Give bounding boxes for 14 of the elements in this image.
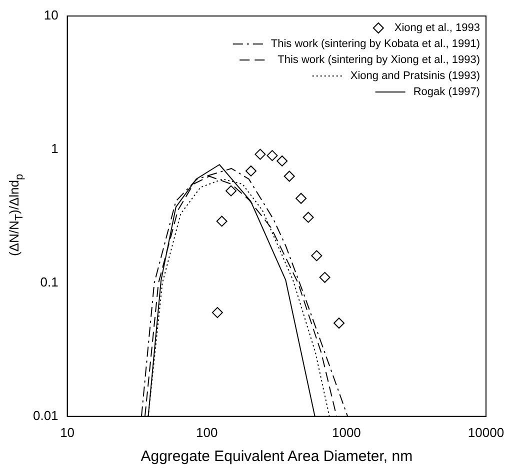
x-tick-label: 100 — [196, 424, 218, 440]
legend-label: Xiong et al., 1993 — [394, 22, 480, 34]
legend-label: This work (sintering by Xiong et al., 1993) — [278, 54, 480, 66]
x-tick-label: 10 — [60, 424, 75, 440]
y-tick-label: 1 — [51, 141, 58, 156]
legend-label: Xiong and Pratsinis (1993) — [350, 70, 480, 82]
y-tick-label: 0.1 — [40, 274, 58, 290]
y-tick-label: 10 — [44, 8, 58, 23]
x-tick-label: 1000 — [332, 424, 361, 440]
legend-label: Rogak (1997) — [413, 86, 480, 98]
y-tick-label: 0.01 — [32, 408, 58, 423]
x-axis-title: Aggregate Equivalent Area Diameter, nm — [140, 448, 413, 466]
x-tick-label: 10000 — [468, 424, 504, 440]
legend-label: This work (sintering by Kobata et al., 1991) — [270, 38, 480, 50]
